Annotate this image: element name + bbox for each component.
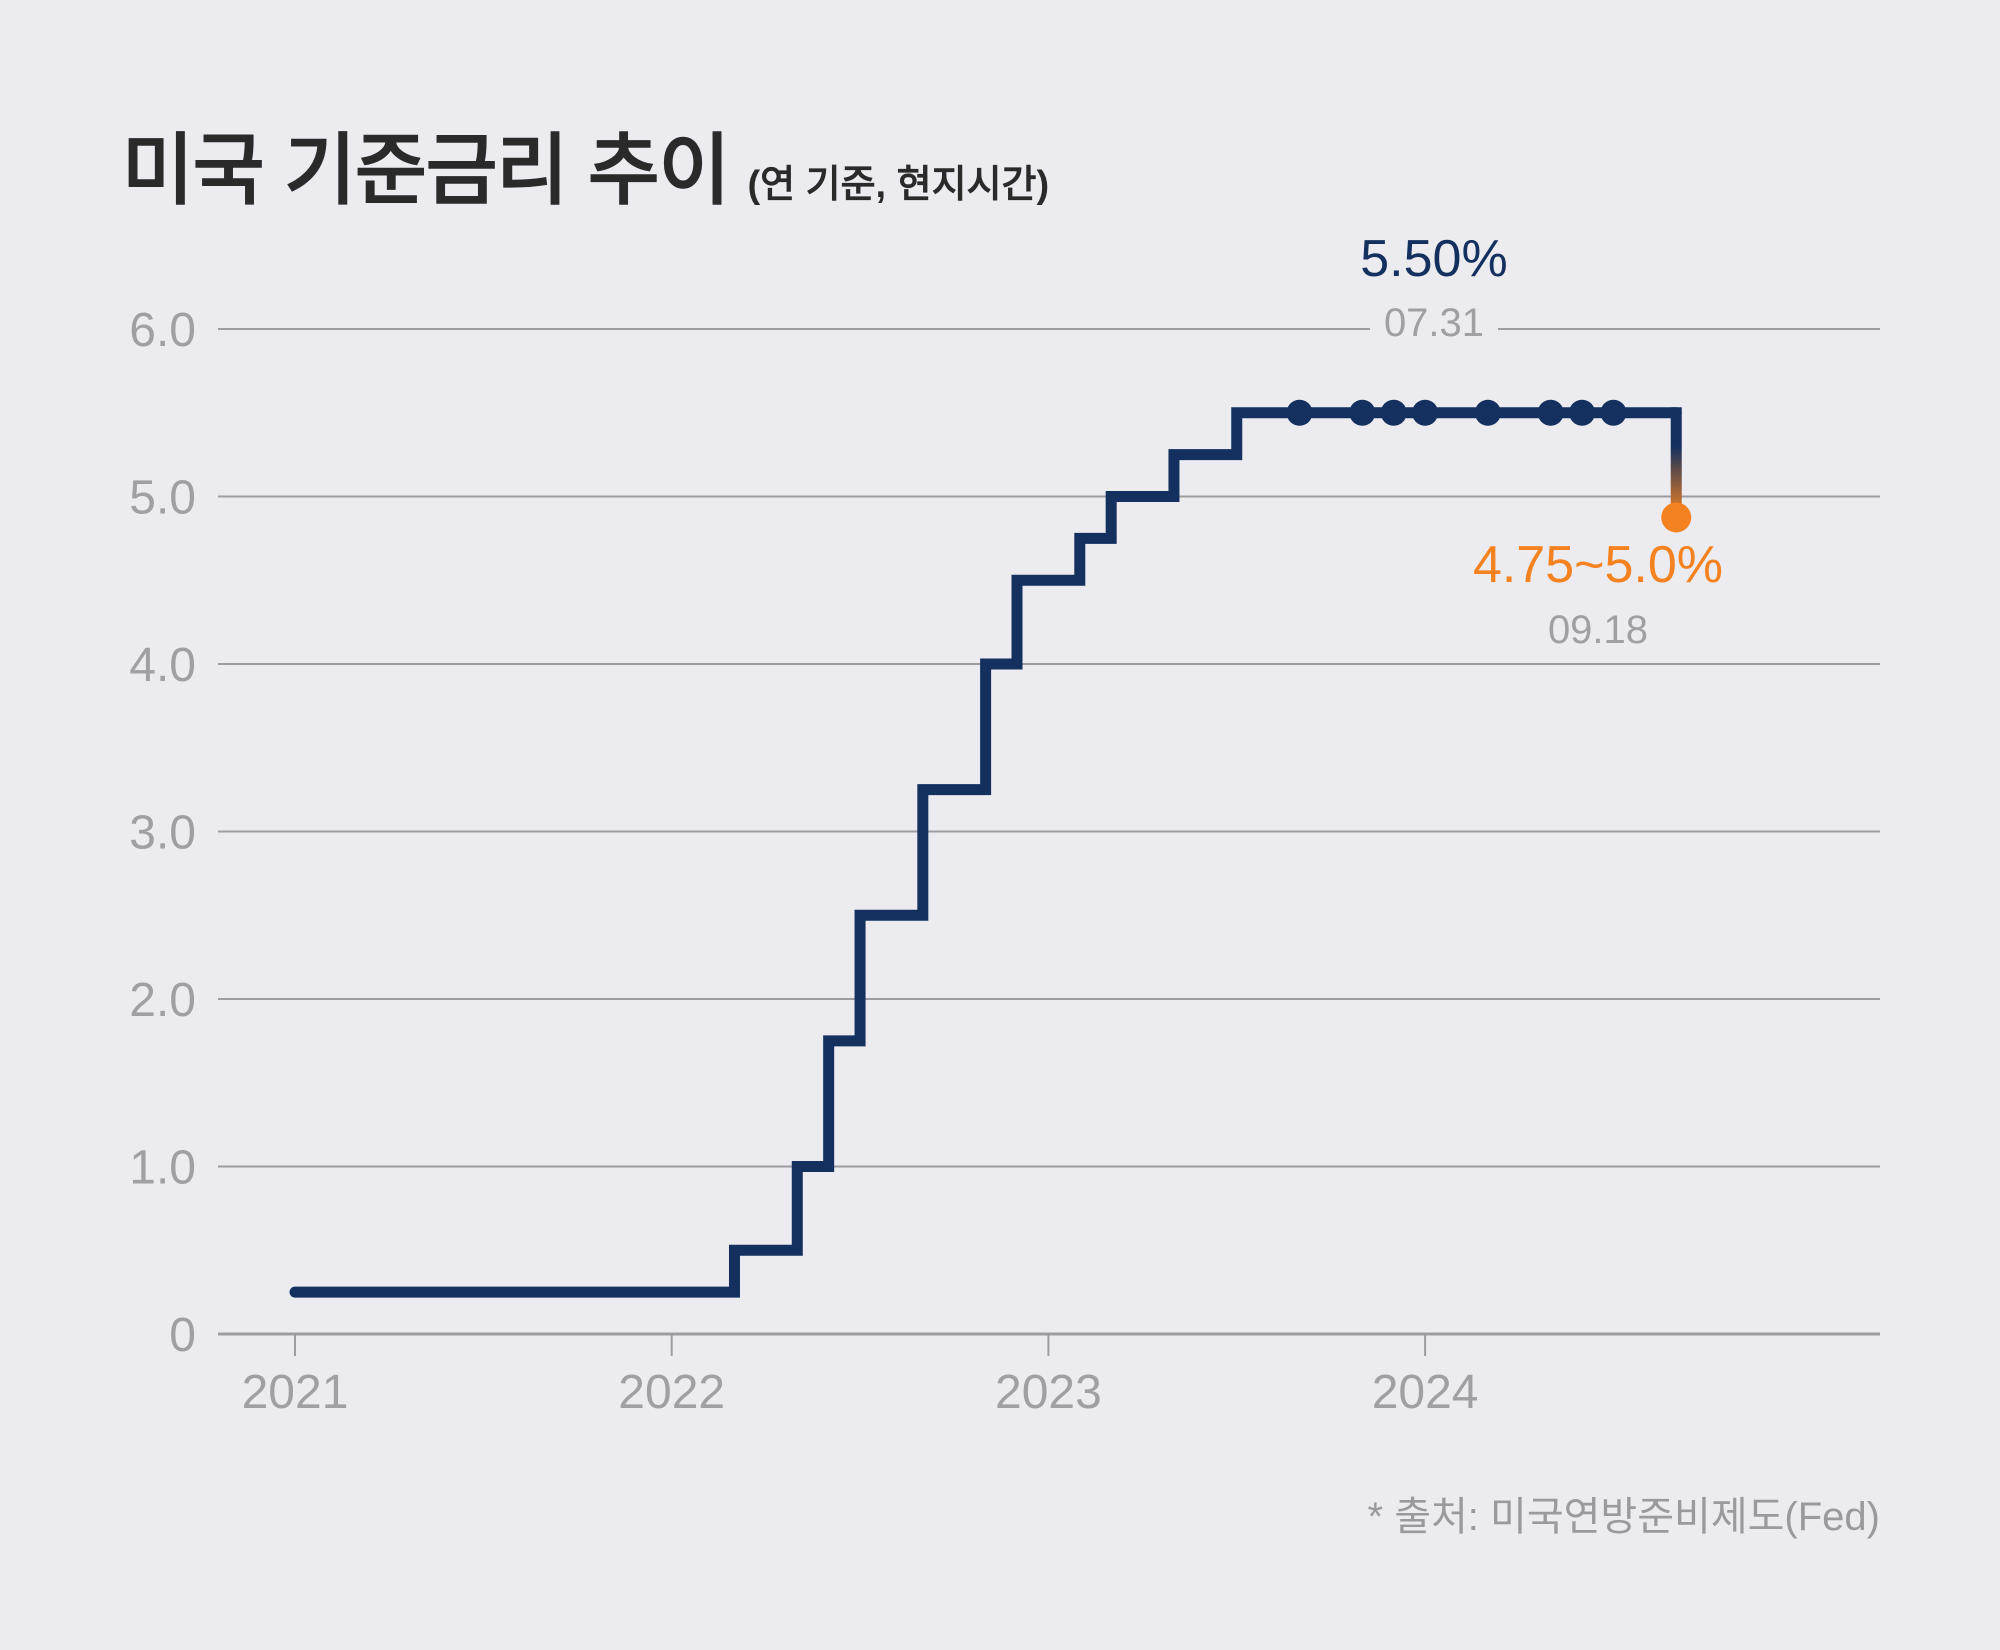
hold-marker xyxy=(1474,399,1501,426)
source-note: * 출처: 미국연방준비제도(Fed) xyxy=(1367,1495,1880,1539)
x-axis: 2021 2022 2023 2024 xyxy=(242,1334,1479,1419)
chart-subtitle: (연 기준, 현지시간) xyxy=(747,164,1050,206)
series-line xyxy=(289,407,1682,1298)
hold-marker xyxy=(1349,399,1376,426)
title-block: 미국 기준금리 추이 (연 기준, 현지시간) xyxy=(122,108,1049,220)
cut-value-label: 4.75~5.0% xyxy=(1473,536,1723,594)
peak-date-label: 07.31 xyxy=(1384,301,1484,345)
hold-marker xyxy=(1569,399,1596,426)
rate-cut-segment xyxy=(1670,407,1682,518)
x-tick-label: 2024 xyxy=(1372,1366,1479,1419)
hold-marker xyxy=(1286,399,1313,426)
hold-marker xyxy=(1537,399,1564,426)
x-tick-label: 2021 xyxy=(242,1366,349,1419)
hold-marker xyxy=(1380,399,1407,426)
chart-title: 미국 기준금리 추이 xyxy=(122,126,730,214)
y-tick-label: 5.0 xyxy=(129,472,196,525)
y-tick-label: 2.0 xyxy=(129,974,196,1027)
y-tick-label: 1.0 xyxy=(129,1142,196,1195)
x-tick-label: 2023 xyxy=(995,1366,1102,1419)
peak-value-label: 5.50% xyxy=(1360,230,1507,288)
label-backdrop xyxy=(1370,312,1498,348)
y-tick-label: 3.0 xyxy=(129,807,196,860)
y-tick-label: 6.0 xyxy=(129,304,196,357)
annotations: 5.50% 07.31 4.75~5.0% 09.18 xyxy=(1360,230,1723,652)
rate-cut-marker xyxy=(1661,502,1692,533)
x-tick-label: 2022 xyxy=(618,1366,725,1419)
cut-date-label: 09.18 xyxy=(1548,608,1648,652)
gridlines xyxy=(218,328,1880,1336)
hold-marker xyxy=(1600,399,1627,426)
hold-marker xyxy=(1412,399,1439,426)
y-tick-label: 0 xyxy=(169,1309,196,1362)
hold-markers xyxy=(1286,399,1692,533)
y-tick-label: 4.0 xyxy=(129,639,196,692)
rate-step-line xyxy=(289,407,1682,1298)
y-axis-ticks: 0 1.0 2.0 3.0 4.0 5.0 6.0 xyxy=(129,304,196,1362)
